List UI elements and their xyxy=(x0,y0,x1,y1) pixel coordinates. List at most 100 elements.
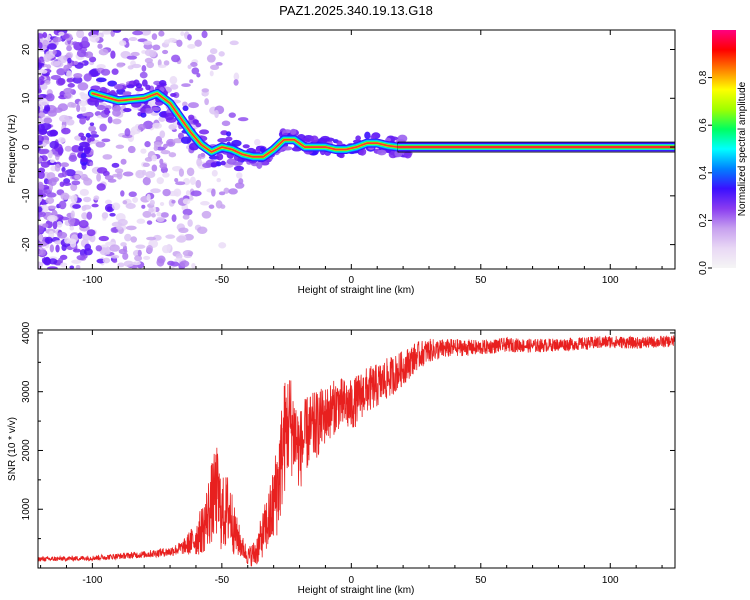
noise-blob xyxy=(117,218,128,226)
noise-blob xyxy=(38,62,43,71)
noise-blob xyxy=(209,48,218,55)
noise-blob xyxy=(84,243,92,251)
noise-blob xyxy=(96,63,106,70)
x-tick-label: 50 xyxy=(475,575,487,586)
noise-blob xyxy=(201,210,212,219)
noise-blob xyxy=(72,76,83,84)
noise-blob xyxy=(146,220,153,225)
noise-blob xyxy=(135,169,145,179)
noise-blob xyxy=(53,107,63,113)
noise-blob xyxy=(237,117,249,122)
noise-blob xyxy=(64,33,70,39)
noise-blob xyxy=(89,122,95,127)
noise-blob xyxy=(58,257,64,263)
noise-blob xyxy=(178,168,185,177)
noise-blob xyxy=(132,196,139,203)
noise-blob xyxy=(127,145,136,154)
noise-blob xyxy=(70,210,75,219)
noise-blob xyxy=(169,76,178,85)
noise-blob xyxy=(122,200,128,205)
noise-blob xyxy=(54,163,61,172)
noise-blob xyxy=(45,93,55,102)
noise-blob xyxy=(151,164,158,172)
ridge-blob xyxy=(403,151,412,159)
noise-blob xyxy=(167,260,175,266)
noise-blob xyxy=(160,149,171,155)
noise-blob xyxy=(146,193,151,202)
ridge-blob xyxy=(143,108,154,114)
noise-blob xyxy=(116,62,125,68)
noise-blob xyxy=(128,191,137,198)
noise-blob xyxy=(42,31,48,39)
noise-blob xyxy=(234,182,245,189)
noise-blob xyxy=(107,178,117,183)
ridge-blob xyxy=(140,107,146,114)
noise-blob xyxy=(124,233,132,242)
noise-blob xyxy=(178,227,189,234)
snr-frame xyxy=(37,329,676,569)
ridge-blob xyxy=(195,122,202,128)
noise-blob xyxy=(38,88,42,94)
noise-blob xyxy=(116,171,123,180)
noise-blob xyxy=(218,51,225,57)
noise-blob xyxy=(38,181,44,189)
noise-blob xyxy=(191,262,196,269)
noise-blob xyxy=(72,41,79,46)
ridge-blob xyxy=(220,160,226,166)
noise-blob xyxy=(141,64,147,72)
ridge-blob xyxy=(141,79,148,87)
noise-blob xyxy=(64,169,76,177)
noise-blob xyxy=(187,64,192,70)
noise-blob xyxy=(140,30,152,36)
ridge-blob xyxy=(355,135,361,141)
noise-blob xyxy=(59,181,65,187)
noise-blob xyxy=(160,212,169,218)
colorbar-tick-label: 0.4 xyxy=(698,165,709,179)
noise-blob xyxy=(50,74,62,81)
noise-blob xyxy=(254,138,261,146)
noise-blob xyxy=(146,236,157,241)
noise-blob xyxy=(98,235,110,242)
noise-blob xyxy=(120,242,127,247)
noise-blob xyxy=(140,148,147,154)
ridge-band xyxy=(91,92,675,158)
noise-blob xyxy=(38,200,41,206)
ridge-blob xyxy=(242,144,250,149)
noise-blob xyxy=(145,170,156,179)
noise-blob xyxy=(148,49,157,58)
noise-blob xyxy=(132,30,144,36)
ridge-blob xyxy=(310,135,319,143)
noise-blob xyxy=(171,199,176,204)
noise-blob xyxy=(233,72,240,81)
noise-blob xyxy=(101,212,109,219)
noise-blob xyxy=(78,100,88,107)
noise-blob xyxy=(89,34,100,43)
noise-blob xyxy=(69,226,75,231)
noise-blob xyxy=(137,123,146,131)
noise-blob xyxy=(175,181,186,186)
x-tick-label: 50 xyxy=(475,275,487,286)
noise-blob xyxy=(47,43,57,50)
snr-plot: -100 -50 0 50 100 1000 2000 3000 4000 Height of … xyxy=(7,321,676,596)
ridge-blob xyxy=(338,152,345,159)
noise-blob xyxy=(159,158,164,165)
noise-blob xyxy=(136,218,146,224)
noise-blob xyxy=(190,62,198,67)
noise-blob xyxy=(76,104,81,113)
noise-blob xyxy=(60,162,70,168)
noise-blob xyxy=(168,152,177,158)
noise-blob xyxy=(187,43,196,49)
colorbar-gradient xyxy=(712,30,736,268)
noise-blob xyxy=(125,225,137,231)
noise-blob xyxy=(146,61,155,69)
ridge-blob xyxy=(96,104,106,111)
noise-blob xyxy=(174,177,179,183)
noise-blob xyxy=(152,122,162,129)
noise-blob xyxy=(81,36,89,45)
noise-blob xyxy=(187,34,192,41)
noise-blob xyxy=(151,213,156,218)
noise-blob xyxy=(146,244,154,254)
noise-blob xyxy=(38,206,43,213)
noise-blob xyxy=(201,88,210,93)
